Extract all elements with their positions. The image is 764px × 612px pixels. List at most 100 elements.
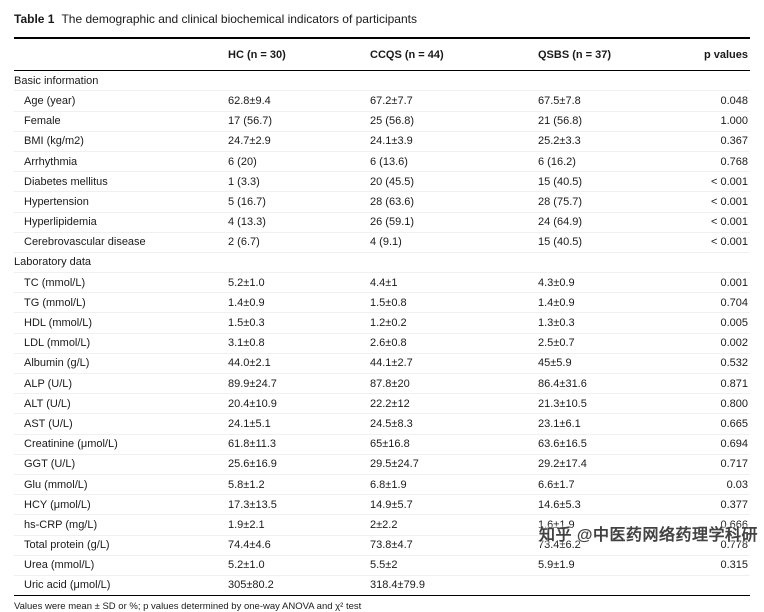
row-label: Hyperlipidemia xyxy=(24,216,97,229)
header-hc: HC (n = 30) xyxy=(228,48,286,61)
row-label: Female xyxy=(24,115,61,128)
cell-qsbs: 15 (40.5) xyxy=(538,236,583,249)
section-title: Laboratory data xyxy=(14,256,92,269)
cell-hc: 1 (3.3) xyxy=(228,175,260,188)
row-label: Cerebrovascular disease xyxy=(24,236,146,249)
cell-qsbs: 21.3±10.5 xyxy=(538,397,587,410)
table-caption: Table 1 The demographic and clinical bioc… xyxy=(14,8,750,37)
row-label: TG (mmol/L) xyxy=(24,296,86,309)
table-row: TC (mmol/L) 5.2±1.0 4.4±1 4.3±0.9 0.001 xyxy=(14,273,750,294)
table-row: Urea (mmol/L) 5.2±1.0 5.5±2 5.9±1.9 0.315 xyxy=(14,556,750,576)
cell-p-value: 0.800 xyxy=(720,397,748,410)
row-label: ALT (U/L) xyxy=(24,397,71,410)
cell-hc: 62.8±9.4 xyxy=(228,94,271,107)
table-row: Albumin (g/L) 44.0±2.1 44.1±2.7 45±5.9 0.532 xyxy=(14,354,750,374)
cell-p-value: 0.768 xyxy=(720,155,748,168)
table-row: LDL (mmol/L) 3.1±0.8 2.6±0.8 2.5±0.7 0.002 xyxy=(14,334,750,354)
cell-ccqs: 2±2.2 xyxy=(370,518,398,531)
cell-qsbs: 29.2±17.4 xyxy=(538,458,587,471)
table-row: Creatinine (μmol/L) 61.8±11.3 65±16.8 63.6±… xyxy=(14,435,750,455)
section-header-row: Basic information xyxy=(14,71,750,92)
cell-qsbs: 86.4±31.6 xyxy=(538,377,587,390)
cell-qsbs: 2.5±0.7 xyxy=(538,337,575,350)
row-label: hs-CRP (mg/L) xyxy=(24,518,98,531)
cell-hc: 89.9±24.7 xyxy=(228,377,277,390)
table-body: Basic information Age (year) 62.8±9.4 67.2±… xyxy=(14,71,750,595)
cell-hc: 5.2±1.0 xyxy=(228,276,265,289)
cell-hc: 44.0±2.1 xyxy=(228,357,271,370)
cell-qsbs: 6 (16.2) xyxy=(538,155,576,168)
cell-qsbs: 21 (56.8) xyxy=(538,115,583,128)
table-row: ALT (U/L) 20.4±10.9 22.2±12 21.3±10.5 0.800 xyxy=(14,394,750,415)
row-label: Urea (mmol/L) xyxy=(24,559,95,572)
cell-qsbs: 4.3±0.9 xyxy=(538,276,575,289)
row-label: HCY (μmol/L) xyxy=(24,498,91,511)
cell-qsbs: 25.2±3.3 xyxy=(538,135,581,148)
cell-qsbs: 67.5±7.8 xyxy=(538,94,581,107)
row-label: Uric acid (μmol/L) xyxy=(24,579,111,592)
table-row: AST (U/L) 24.1±5.1 24.5±8.3 23.1±6.1 0.665 xyxy=(14,414,750,435)
cell-p-value: 0.704 xyxy=(720,296,748,309)
cell-p-value xyxy=(700,576,750,595)
cell-hc: 24.7±2.9 xyxy=(228,135,271,148)
table-row: Diabetes mellitus 1 (3.3) 20 (45.5) 15 (40.… xyxy=(14,172,750,193)
cell-hc: 305±80.2 xyxy=(228,579,274,592)
cell-hc: 61.8±11.3 xyxy=(228,438,277,451)
cell-p-value: 0.717 xyxy=(720,458,748,471)
cell-p-value: 1.000 xyxy=(720,115,748,128)
cell-p-value: < 0.001 xyxy=(710,195,748,208)
cell-p-value: < 0.001 xyxy=(710,175,748,188)
cell-p-value: 0.666 xyxy=(720,518,748,531)
table-footnote: Values were mean ± SD or %; p values det… xyxy=(14,601,362,612)
cell-qsbs: 28 (75.7) xyxy=(538,195,583,208)
cell-ccqs: 24.5±8.3 xyxy=(370,417,413,430)
cell-ccqs: 29.5±24.7 xyxy=(370,458,419,471)
cell-p-value: 0.377 xyxy=(720,498,748,511)
row-label: Age (year) xyxy=(24,94,76,107)
cell-ccqs: 5.5±2 xyxy=(370,559,398,572)
row-label: Creatinine (μmol/L) xyxy=(24,438,118,451)
cell-p-value: 0.778 xyxy=(720,539,748,552)
table-row: GGT (U/L) 25.6±16.9 29.5±24.7 29.2±17.4 0.71… xyxy=(14,455,750,475)
cell-qsbs: 63.6±16.5 xyxy=(538,438,587,451)
table-row: hs-CRP (mg/L) 1.9±2.1 2±2.2 1.6±1.9 0.666 xyxy=(14,515,750,536)
cell-ccqs: 73.8±4.7 xyxy=(370,539,413,552)
row-label: Glu (mmol/L) xyxy=(24,478,88,491)
cell-ccqs: 2.6±0.8 xyxy=(370,337,407,350)
row-label: Arrhythmia xyxy=(24,155,78,168)
row-label: Hypertension xyxy=(24,195,89,208)
cell-hc: 1.9±2.1 xyxy=(228,518,265,531)
cell-hc: 20.4±10.9 xyxy=(228,397,277,410)
table-row: Age (year) 62.8±9.4 67.2±7.7 67.5±7.8 0.048 xyxy=(14,91,750,112)
cell-ccqs: 67.2±7.7 xyxy=(370,94,413,107)
row-label: LDL (mmol/L) xyxy=(24,337,91,350)
cell-ccqs: 6 (13.6) xyxy=(370,155,408,168)
cell-hc: 17 (56.7) xyxy=(228,115,273,128)
table-row: BMI (kg/m2) 24.7±2.9 24.1±3.9 25.2±3.3 0.367 xyxy=(14,132,750,152)
cell-ccqs: 44.1±2.7 xyxy=(370,357,413,370)
cell-hc: 17.3±13.5 xyxy=(228,498,277,511)
row-label: Diabetes mellitus xyxy=(24,175,108,188)
cell-hc: 1.5±0.3 xyxy=(228,317,265,330)
cell-qsbs: 23.1±6.1 xyxy=(538,417,581,430)
row-label: HDL (mmol/L) xyxy=(24,317,93,330)
paper-table-page: Table 1 The demographic and clinical bioc… xyxy=(14,8,750,612)
table-number: Table 1 xyxy=(14,12,55,26)
table-row: Total protein (g/L) 74.4±4.6 73.8±4.7 73.4±… xyxy=(14,536,750,556)
section-title: Basic information xyxy=(14,74,99,87)
cell-ccqs: 318.4±79.9 xyxy=(370,579,425,592)
cell-qsbs: 5.9±1.9 xyxy=(538,559,575,572)
cell-ccqs: 87.8±20 xyxy=(370,377,410,390)
cell-ccqs: 14.9±5.7 xyxy=(370,498,413,511)
cell-p-value: 0.665 xyxy=(720,417,748,430)
table-header-row: HC (n = 30) CCQS (n = 44) QSBS (n = 37) … xyxy=(14,39,750,72)
table-row: Hypertension 5 (16.7) 28 (63.6) 28 (75.7) < … xyxy=(14,192,750,213)
cell-qsbs: 45±5.9 xyxy=(538,357,572,370)
cell-p-value: 0.694 xyxy=(720,438,748,451)
row-label: Albumin (g/L) xyxy=(24,357,90,370)
cell-hc: 6 (20) xyxy=(228,155,257,168)
cell-hc: 24.1±5.1 xyxy=(228,417,271,430)
cell-hc: 5 (16.7) xyxy=(228,195,266,208)
header-ccqs: CCQS (n = 44) xyxy=(370,48,444,61)
cell-qsbs: 14.6±5.3 xyxy=(538,498,581,511)
